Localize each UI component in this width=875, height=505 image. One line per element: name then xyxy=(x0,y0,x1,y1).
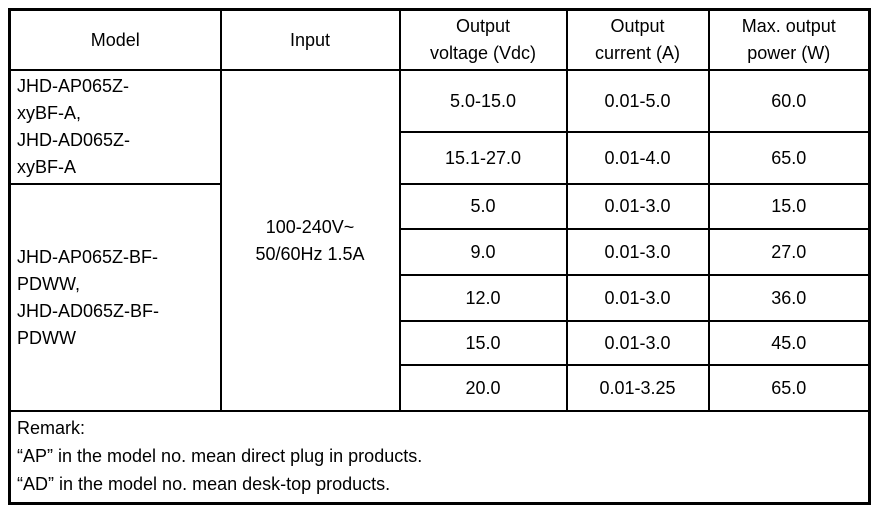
table-row: 20.0 0.01-3.25 65.0 xyxy=(10,364,871,412)
header-cell-output-voltage: Output voltage (Vdc) xyxy=(398,8,568,71)
table-row: JHD-AP065Z- xyBF-A, JHD-AD065Z- xyBF-A 1… xyxy=(8,68,871,412)
header-label: Input xyxy=(289,29,331,50)
output-current-value: 0.01-3.25 xyxy=(565,364,710,412)
model-name-line: JHD-AP065Z-BF- xyxy=(17,246,159,267)
table-row: 15.1-27.0 0.01-4.0 65.0 xyxy=(10,131,871,185)
table-row: 12.0 0.01-3.0 36.0 xyxy=(10,274,871,322)
output-voltage-value: 5.0-15.0 xyxy=(398,68,568,134)
model-name-line: JHD-AP065Z- xyxy=(17,76,130,96)
remark-line-ad: “AD” in the model no. mean desk-top prod… xyxy=(17,474,391,494)
max-power-value: 60.0 xyxy=(707,68,871,134)
model-name-line: PDWW xyxy=(17,327,76,348)
output-voltage-value: 9.0 xyxy=(398,228,568,276)
model-group-cell-2: JHD-AP065Z-BF- PDWW, JHD-AD065Z-BF- PDWW xyxy=(8,183,222,412)
model-name-line: PDWW, xyxy=(17,273,80,294)
model-name-line: JHD-AD065Z-BF- xyxy=(17,300,160,321)
header-label: Model xyxy=(90,29,140,50)
header-label: Output xyxy=(610,16,665,36)
header-cell-input: Input xyxy=(219,8,401,71)
output-voltage-value: 15.1-27.0 xyxy=(398,131,568,185)
output-voltage-value: 12.0 xyxy=(398,274,568,322)
remark-row: Remark: “AP” in the model no. mean direc… xyxy=(8,410,871,504)
header-cell-max-power: Max. output power (W) xyxy=(707,8,871,71)
input-spec-line: 50/60Hz 1.5A xyxy=(255,243,365,264)
remark-line-ap: “AP” in the model no. mean direct plug i… xyxy=(17,446,423,466)
max-power-value: 65.0 xyxy=(707,364,871,412)
output-current-value: 0.01-3.0 xyxy=(565,228,710,276)
remark-heading: Remark: xyxy=(17,418,86,438)
output-voltage-value: 15.0 xyxy=(398,320,568,366)
output-voltage-value: 5.0 xyxy=(398,183,568,230)
header-cell-model: Model xyxy=(8,8,222,71)
header-label: current (A) xyxy=(594,43,681,63)
remark-cell: Remark: “AP” in the model no. mean direc… xyxy=(8,410,871,504)
header-label: power (W) xyxy=(747,43,831,63)
table-row: 15.0 0.01-3.0 45.0 xyxy=(10,320,871,366)
table-row: 9.0 0.01-3.0 27.0 xyxy=(10,228,871,276)
header-cell-output-current: Output current (A) xyxy=(565,8,710,71)
model-name-line: xyBF-A xyxy=(17,157,77,177)
header-label: Output xyxy=(455,16,511,36)
model-group-cell-1: JHD-AP065Z- xyBF-A, JHD-AD065Z- xyBF-A xyxy=(8,69,222,185)
model-name-line: xyBF-A, xyxy=(17,103,82,123)
output-voltage-value: 20.0 xyxy=(398,364,568,412)
max-power-value: 15.0 xyxy=(707,183,871,230)
max-power-value: 36.0 xyxy=(707,274,871,322)
power-spec-table: Model Input Output voltage (Vdc) Output … xyxy=(8,8,871,505)
input-spec-cell: 100-240V~ 50/60Hz 1.5A xyxy=(219,69,401,412)
header-label: Max. output xyxy=(741,16,836,36)
table-row: JHD-AP065Z-BF- PDWW, JHD-AD065Z-BF- PDWW… xyxy=(8,183,871,412)
max-power-value: 27.0 xyxy=(707,228,871,276)
output-current-value: 0.01-3.0 xyxy=(565,274,710,322)
max-power-value: 65.0 xyxy=(707,131,871,185)
max-power-value: 45.0 xyxy=(707,320,871,366)
output-current-value: 0.01-3.0 xyxy=(565,320,710,366)
output-current-value: 0.01-4.0 xyxy=(565,131,710,185)
model-name-line: JHD-AD065Z- xyxy=(17,130,131,150)
header-label: voltage (Vdc) xyxy=(429,43,537,63)
output-current-value: 0.01-5.0 xyxy=(565,68,710,134)
output-current-value: 0.01-3.0 xyxy=(565,183,710,230)
header-row: Model Input Output voltage (Vdc) Output … xyxy=(8,8,871,71)
input-spec-line: 100-240V~ xyxy=(265,216,355,237)
